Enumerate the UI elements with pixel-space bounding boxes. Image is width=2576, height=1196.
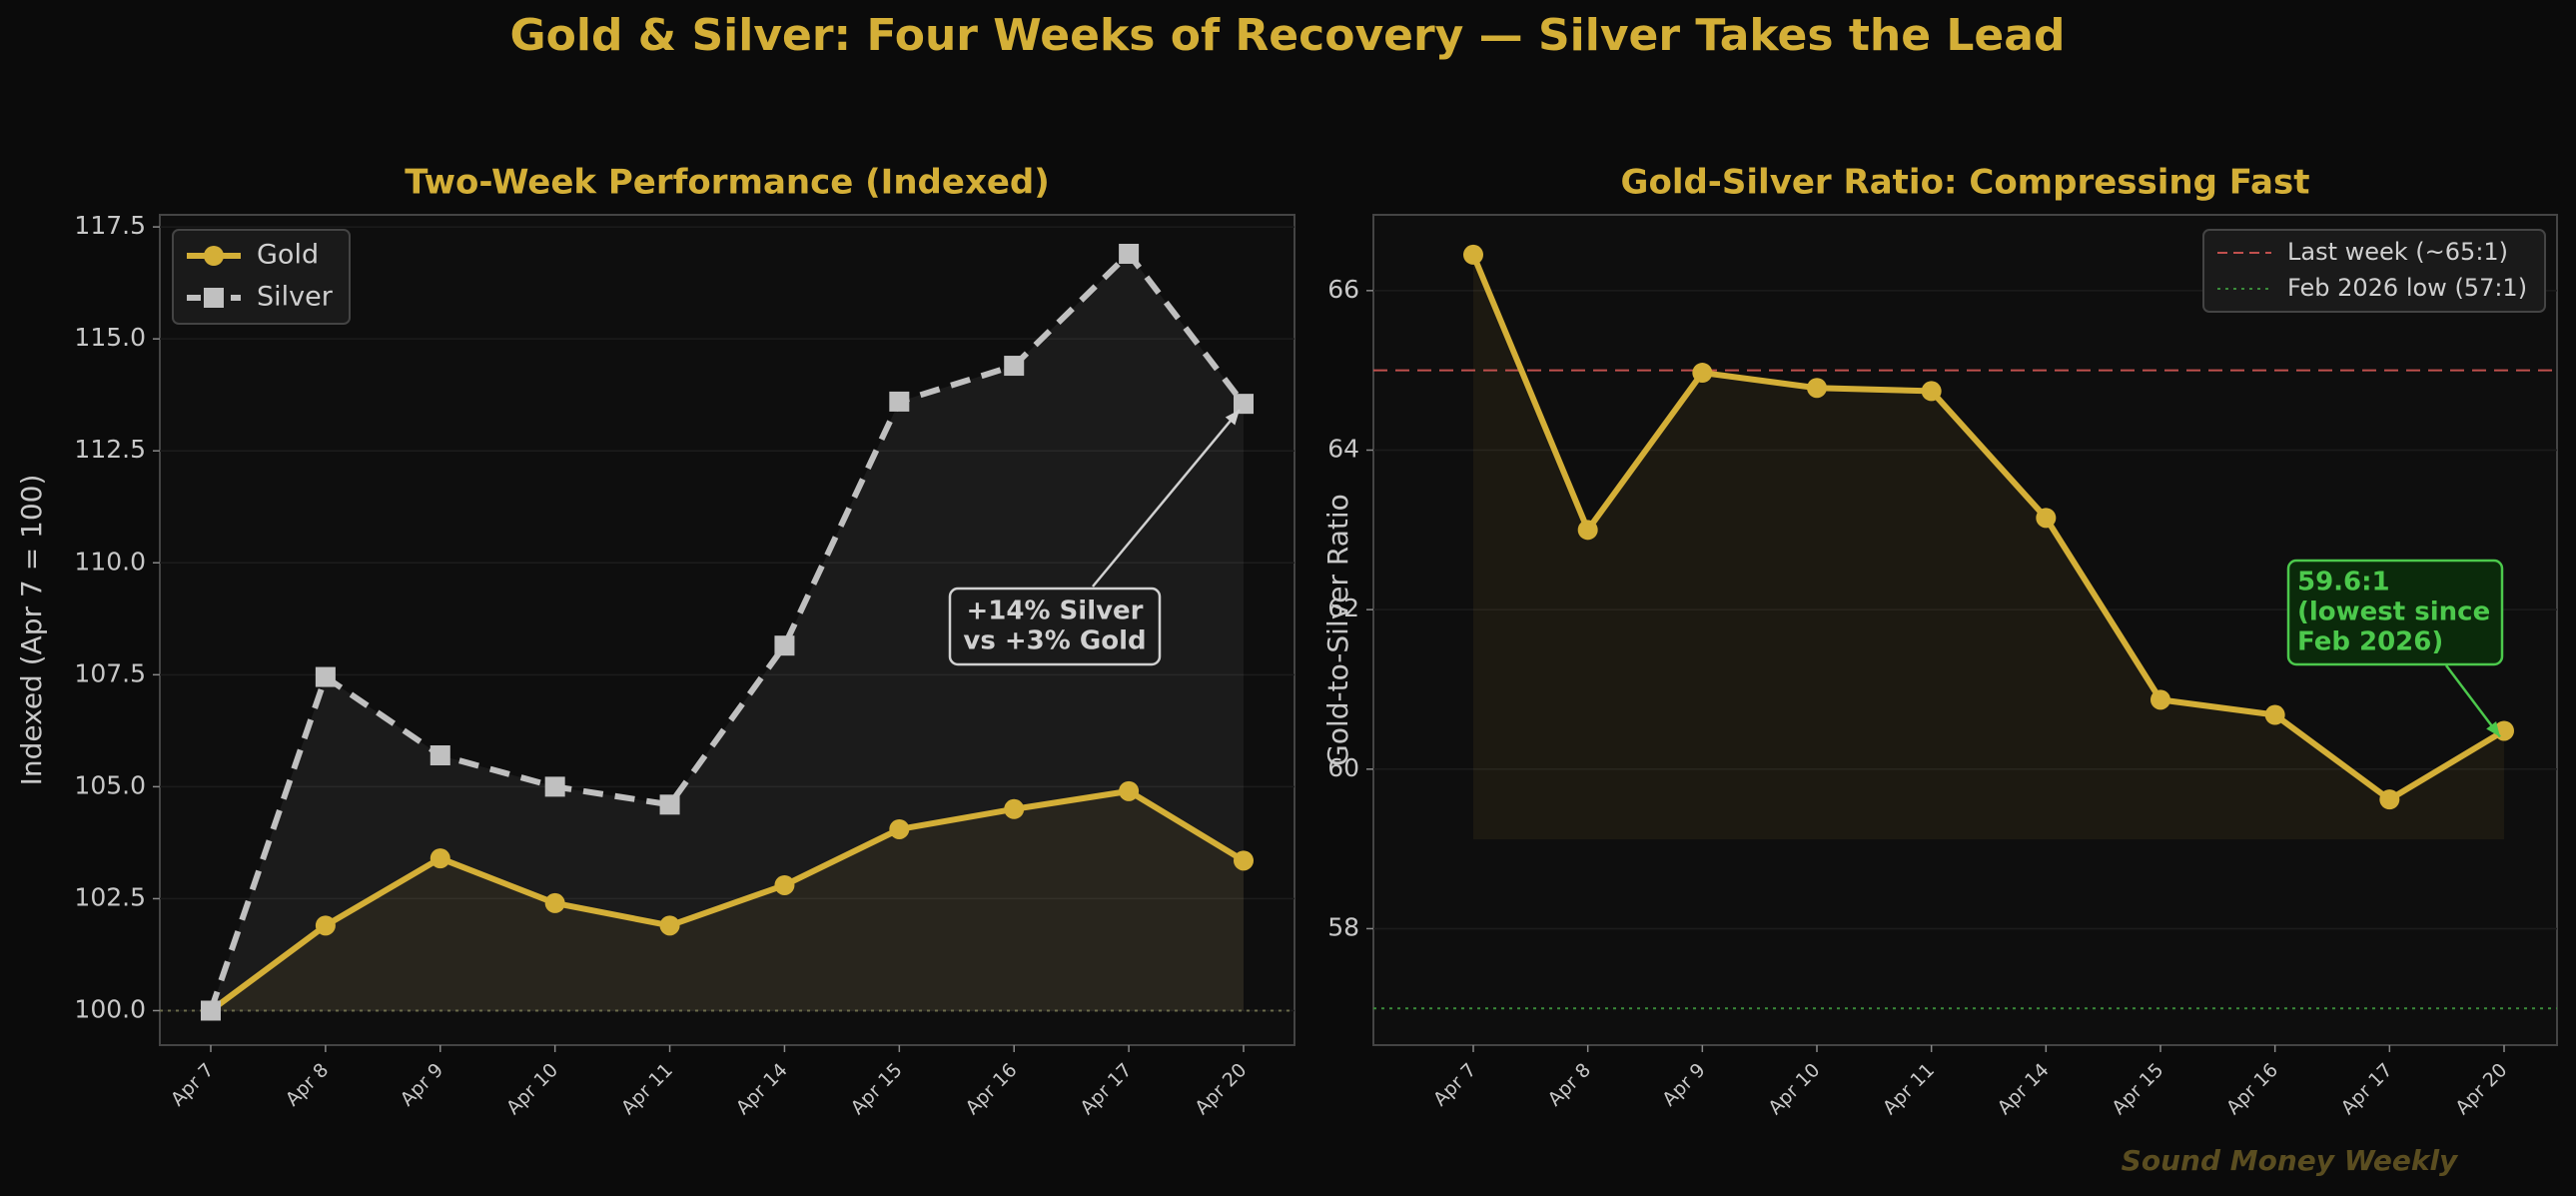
marker [774, 635, 795, 656]
annotation-text: +14% Silver [966, 597, 1143, 626]
series-line [208, 250, 1247, 1012]
annotation-text: Feb 2026) [2297, 627, 2443, 657]
annotation-box [2286, 559, 2504, 666]
marker [429, 745, 450, 766]
y-tick-label: 115.0 [74, 323, 146, 352]
y-tick-label: 64 [1327, 434, 1359, 463]
subplot-title: Gold-Silver Ratio: Compressing Fast [1621, 163, 2310, 203]
marker [774, 874, 795, 895]
legend-label: Last week (~65:1) [2287, 238, 2508, 266]
marker [544, 776, 565, 797]
marker [2379, 789, 2400, 810]
y-tick-label: 117.5 [74, 211, 146, 240]
arrow-head [1225, 410, 1240, 426]
y-tick-label: 100.0 [74, 994, 146, 1023]
marker [1234, 394, 1254, 415]
y-tick-label: 110.0 [74, 547, 146, 576]
legend-marker [204, 246, 224, 266]
series-line [209, 787, 1246, 1013]
y-axis-label: Gold-to-Silver Ratio [1321, 494, 1354, 766]
marker [659, 915, 680, 936]
annotation-box [948, 587, 1162, 666]
legend-label: Gold [257, 240, 319, 271]
marker [315, 915, 336, 936]
marker [1004, 798, 1025, 819]
footer: Sound Money Weekly [2122, 1144, 2459, 1177]
marker [1577, 520, 1598, 541]
marker [1463, 244, 1483, 265]
legend-label: Feb 2026 low (57:1) [2287, 274, 2527, 302]
y-tick-label: 102.5 [74, 882, 146, 911]
marker [1004, 356, 1025, 377]
y-tick-label: 105.0 [74, 770, 146, 799]
legend-box [2202, 229, 2546, 313]
marker [1807, 378, 1827, 399]
marker [1692, 363, 1713, 384]
y-tick-label: 62 [1327, 594, 1359, 622]
marker [2150, 689, 2170, 710]
figure-title: Gold & Silver: Four Weeks of Recovery — … [510, 10, 2066, 61]
marker [201, 1000, 221, 1021]
marker [2036, 508, 2057, 529]
y-tick-label: 112.5 [74, 435, 146, 464]
y-tick-label: 66 [1327, 275, 1359, 304]
marker [1119, 243, 1140, 264]
marker [889, 818, 910, 839]
annotation-arrow [1092, 409, 1241, 588]
area-fill [211, 253, 1244, 1011]
y-axis-label: Indexed (Apr 7 = 100) [15, 475, 48, 786]
marker [544, 892, 565, 913]
marker [2264, 704, 2285, 725]
marker [1234, 850, 1254, 871]
series-line [1470, 253, 2506, 803]
annotation-text: vs +3% Gold [963, 626, 1146, 656]
subplot-title: Two-Week Performance (Indexed) [405, 163, 1050, 203]
legend-label: Silver [257, 282, 334, 313]
marker [1921, 381, 1942, 402]
annotation-text: 59.6:1 [2297, 568, 2390, 598]
y-tick-label: 107.5 [74, 658, 146, 687]
legend-marker [204, 288, 224, 308]
annotation-text: (lowest since [2297, 598, 2490, 627]
area-fill [1473, 254, 2504, 840]
arrow-head [2486, 720, 2500, 737]
y-tick-label: 58 [1327, 912, 1359, 941]
y-tick-label: 60 [1327, 753, 1359, 782]
marker [889, 391, 910, 412]
marker [429, 848, 450, 869]
annotation-arrow [2445, 664, 2501, 738]
marker [659, 794, 680, 815]
marker [1119, 780, 1140, 801]
area-fill [211, 790, 1244, 1011]
marker [315, 666, 336, 687]
